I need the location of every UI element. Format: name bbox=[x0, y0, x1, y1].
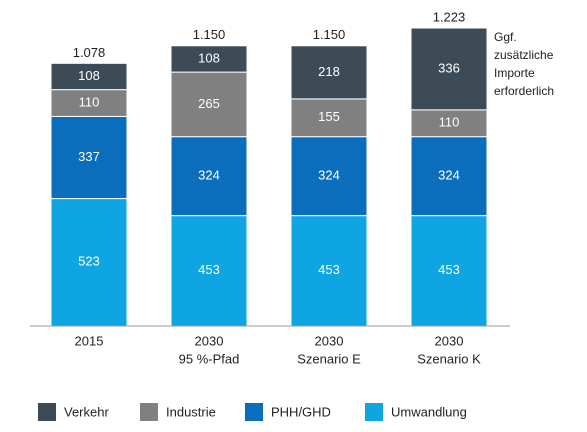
annotation: zusätzliche bbox=[494, 48, 554, 62]
annotation: Ggf. bbox=[494, 30, 517, 44]
legend-label: PHH/GHD bbox=[271, 404, 331, 419]
legend-label: Verkehr bbox=[64, 404, 109, 419]
total-label: 1.078 bbox=[73, 45, 106, 60]
legend-swatch bbox=[38, 403, 56, 421]
bar-segment bbox=[410, 27, 488, 111]
total-label: 1.150 bbox=[193, 27, 226, 42]
segment-label: 453 bbox=[318, 262, 340, 277]
bar-segment bbox=[290, 45, 368, 100]
legend-swatch bbox=[365, 403, 383, 421]
x-tick-label: Szenario K bbox=[417, 351, 481, 366]
bar-segment bbox=[170, 136, 248, 217]
bar-segment bbox=[50, 115, 128, 200]
x-tick-label: 2030 bbox=[315, 333, 344, 348]
legend-swatch bbox=[140, 403, 158, 421]
segment-label: 110 bbox=[79, 94, 100, 109]
annotation: erforderlich bbox=[494, 84, 554, 98]
segment-label: 336 bbox=[438, 60, 460, 75]
x-tick-label: Szenario E bbox=[297, 351, 361, 366]
bar-segment bbox=[410, 215, 488, 327]
legend-label: Umwandlung bbox=[391, 404, 467, 419]
segment-label: 324 bbox=[318, 168, 340, 183]
x-tick-label: 2030 bbox=[195, 333, 224, 348]
bar-segment bbox=[410, 109, 488, 138]
x-tick-label: 95 %-Pfad bbox=[179, 351, 240, 366]
segment-label: 108 bbox=[198, 50, 220, 65]
segment-label: 324 bbox=[198, 168, 220, 183]
segment-label: 337 bbox=[78, 149, 100, 164]
bar-segment bbox=[50, 62, 128, 91]
segment-label: 155 bbox=[318, 109, 340, 124]
bar-segment bbox=[170, 45, 248, 73]
x-tick-label: 2030 bbox=[435, 333, 464, 348]
x-tick-label: 2015 bbox=[75, 333, 104, 348]
bar-segment bbox=[290, 136, 368, 217]
legend-swatch bbox=[245, 403, 263, 421]
legend-label: Industrie bbox=[166, 404, 216, 419]
total-label: 1.150 bbox=[313, 27, 346, 42]
bar-segment bbox=[170, 215, 248, 327]
segment-label: 110 bbox=[439, 115, 460, 130]
segment-label: 523 bbox=[78, 254, 100, 269]
segment-label: 453 bbox=[198, 262, 220, 277]
total-label: 1.223 bbox=[433, 9, 466, 24]
bar-segment bbox=[290, 98, 368, 138]
bar-segment bbox=[50, 198, 128, 327]
segment-label: 453 bbox=[438, 262, 460, 277]
segment-label: 218 bbox=[318, 64, 340, 79]
segment-label: 324 bbox=[438, 168, 460, 183]
bar-segment bbox=[170, 71, 248, 138]
segment-label: 108 bbox=[78, 68, 100, 83]
annotation: Importe bbox=[494, 66, 535, 80]
segment-label: 265 bbox=[198, 96, 220, 111]
